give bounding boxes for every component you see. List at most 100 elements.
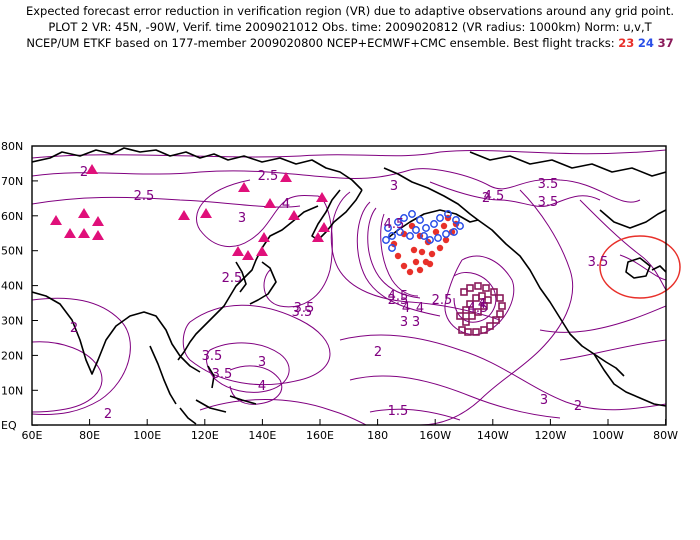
lat-tick-label: 80N bbox=[1, 140, 23, 153]
title-line-1: Expected forecast error reduction in ver… bbox=[25, 4, 675, 18]
contour-line bbox=[369, 408, 461, 421]
contour-value-label: 2.5 bbox=[258, 169, 279, 184]
coastline-asia-north bbox=[32, 147, 363, 191]
observation-triangle bbox=[280, 172, 292, 182]
contour-line bbox=[619, 254, 666, 281]
track-37-point bbox=[474, 308, 482, 316]
track-23-point bbox=[394, 252, 402, 260]
contour-line bbox=[263, 195, 333, 308]
track-24-point bbox=[396, 228, 404, 236]
track-37-point bbox=[480, 326, 488, 334]
contour-line bbox=[182, 304, 331, 386]
lon-tick-label: 80W bbox=[653, 429, 678, 442]
track-24-point bbox=[388, 232, 396, 240]
observation-triangle bbox=[78, 208, 90, 218]
track-23-point bbox=[400, 262, 408, 270]
observation-triangle bbox=[318, 222, 330, 232]
track-24-point bbox=[444, 210, 452, 218]
lon-tick-label: 100E bbox=[133, 429, 161, 442]
lon-tick-label: 60E bbox=[22, 429, 43, 442]
contour-value-label: 4 bbox=[402, 301, 410, 316]
track-37-point bbox=[462, 306, 470, 314]
track-37-point bbox=[456, 312, 464, 320]
track-24-point bbox=[452, 216, 460, 224]
contour-value-label: 4.5 bbox=[388, 289, 409, 304]
coastline-north-america bbox=[477, 219, 625, 377]
contour-value-label: 2 bbox=[374, 345, 382, 360]
contour-line bbox=[409, 168, 641, 203]
track-37-point bbox=[482, 284, 490, 292]
contour-line bbox=[196, 179, 319, 248]
lon-tick-label: 100W bbox=[592, 429, 624, 442]
verification-region-circle bbox=[599, 235, 681, 299]
observation-triangle bbox=[232, 246, 244, 256]
contour-value-label: 4 bbox=[416, 301, 424, 316]
track-23-point bbox=[412, 258, 420, 266]
map-frame bbox=[31, 145, 667, 426]
contour-value-label: 3.5 bbox=[538, 177, 559, 192]
contour-value-label: 3.5 bbox=[292, 305, 313, 320]
observation-triangle bbox=[92, 230, 104, 240]
contour-value-label: 2 bbox=[482, 191, 490, 206]
contour-value-label: 4 bbox=[282, 197, 290, 212]
lat-tick-label: 60N bbox=[1, 210, 23, 223]
track-23-point bbox=[400, 230, 408, 238]
contour-line bbox=[206, 342, 290, 393]
contour-line bbox=[579, 199, 666, 291]
contour-line bbox=[559, 339, 666, 361]
contour-value-label: 4 bbox=[478, 297, 486, 312]
lat-tick-label: 70N bbox=[1, 175, 23, 188]
contour-value-label: 3 bbox=[258, 355, 266, 370]
coastline-canada-arctic bbox=[469, 151, 666, 177]
track-24-point bbox=[388, 244, 396, 252]
contour-line bbox=[32, 169, 411, 179]
track-23-point bbox=[426, 260, 434, 268]
contour-value-label: 4.5 bbox=[484, 189, 505, 204]
tick-layer: 80N 70N 60N 50N 40N 30N 20N 10N EQ 60E 80E 100E 120E… bbox=[1, 140, 678, 442]
lon-tick-label: 120W bbox=[534, 429, 566, 442]
contour-label-layer: 2 2.52.52.533333.53.53.53.53.544444.54.54… bbox=[70, 165, 608, 422]
title-line-3: NCEP/UM ETKF based on 177-member 2009020… bbox=[0, 36, 700, 50]
contour-value-label: 2 bbox=[104, 407, 112, 422]
lat-tick-label: 30N bbox=[1, 315, 23, 328]
observation-triangle bbox=[86, 164, 98, 174]
triangle-layer bbox=[50, 164, 330, 260]
track-37-point bbox=[498, 302, 506, 310]
lat-tick-label: 50N bbox=[1, 245, 23, 258]
contour-value-label: 1.5 bbox=[388, 404, 409, 419]
track-24-point bbox=[434, 234, 442, 242]
track-37-point bbox=[466, 284, 474, 292]
contour-value-label: 3.5 bbox=[202, 349, 223, 364]
observation-triangle bbox=[256, 246, 268, 256]
track-23-point bbox=[406, 268, 414, 276]
coastline-islands bbox=[179, 365, 257, 425]
track-24-point bbox=[426, 236, 434, 244]
observation-triangle bbox=[316, 192, 328, 202]
contour-line bbox=[32, 149, 666, 159]
contour-value-label: 2.5 bbox=[388, 293, 409, 308]
track-37-point bbox=[460, 288, 468, 296]
track-24-point bbox=[416, 216, 424, 224]
contour-value-label: 3 bbox=[390, 179, 398, 194]
contour-line bbox=[32, 196, 301, 208]
contour-line bbox=[429, 181, 601, 207]
contour-line bbox=[380, 213, 419, 297]
track-23-point bbox=[428, 250, 436, 258]
track-24-point bbox=[420, 232, 428, 240]
track-37-point bbox=[492, 316, 500, 324]
observation-triangle bbox=[78, 228, 90, 238]
track-37-point bbox=[486, 322, 494, 330]
title-line-3-text: NCEP/UM ETKF based on 177-member 2009020… bbox=[26, 36, 615, 50]
lon-tick-label: 160W bbox=[419, 429, 451, 442]
observation-triangle bbox=[288, 210, 300, 220]
contour-value-label: 2.5 bbox=[134, 189, 155, 204]
track-24-point bbox=[422, 224, 430, 232]
track-37-point bbox=[480, 302, 488, 310]
track-label-37: 37 bbox=[657, 36, 674, 50]
track-23-point bbox=[442, 236, 450, 244]
contour-value-label: 2.5 bbox=[222, 271, 243, 286]
contour-value-label: 3.5 bbox=[294, 301, 315, 316]
track-24-point bbox=[384, 224, 392, 232]
track-label-23: 23 bbox=[618, 36, 635, 50]
